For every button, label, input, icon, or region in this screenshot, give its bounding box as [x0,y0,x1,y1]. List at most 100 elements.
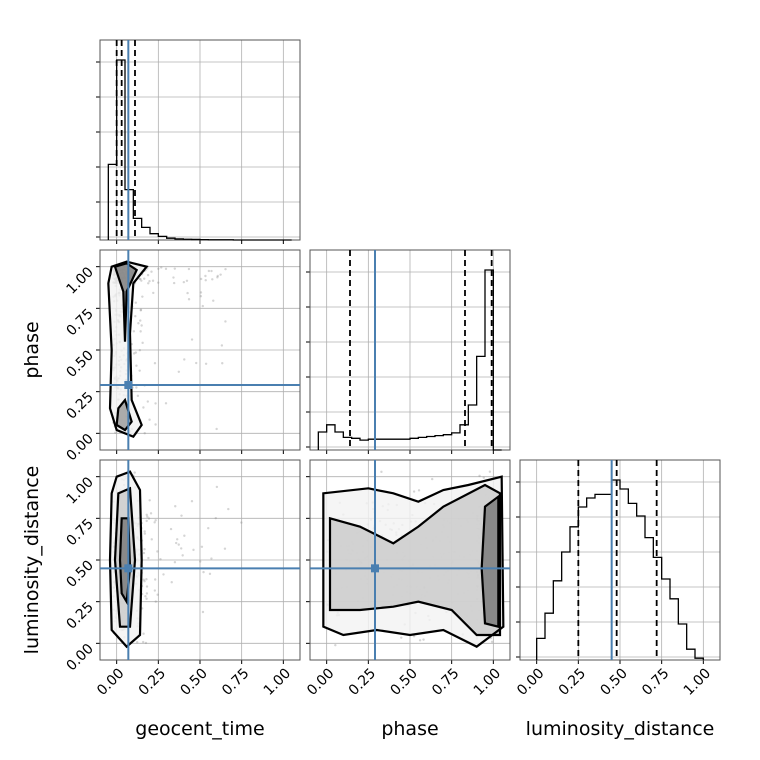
panel-phase_vs_geocent_time: 0.00 0.25 0.50 0.75 1.00 [63,249,301,464]
tick-label-x: 0.00 [94,666,127,699]
sample-point [132,352,136,355]
tick-label-y: 0.50 [63,348,96,381]
sample-point [181,554,184,557]
tick-label-y: 1.00 [63,474,96,507]
sample-point [140,324,143,327]
sample-point [142,406,145,409]
sample-point [135,386,138,389]
sample-point [210,269,213,273]
sample-point [221,362,224,365]
contour-outer [108,470,143,649]
sample-point [201,610,205,614]
sample-point [412,634,416,638]
contour-inner [480,494,500,629]
sample-point [201,304,204,308]
sample-point [216,276,219,279]
tick-label-x: 0.75 [639,666,672,699]
sample-point [153,362,157,365]
sample-point [208,572,212,576]
sample-point [164,267,168,271]
tick-label-x: 0.25 [346,666,379,699]
sample-point [207,269,211,273]
sample-point [145,592,149,595]
sample-point [199,560,202,563]
tick-label-x: 0.25 [136,666,169,699]
hist-panel-phase [306,249,511,454]
sample-point [135,364,138,367]
sample-point [215,427,218,431]
sample-point [199,277,203,281]
tick-label-y: 0.25 [63,599,96,632]
sample-point [172,281,176,285]
sample-point [148,418,151,421]
sample-point [145,519,148,523]
ylabel-phase: phase [21,321,43,378]
hist-panel-geocent_time [96,39,301,244]
contour-middle [328,483,502,637]
panel-frame [99,459,301,661]
sample-point [380,470,383,474]
tick-label-y: 0.00 [63,641,96,674]
sample-point [169,527,173,531]
tick-label-x: 0.50 [177,666,210,699]
sample-point [147,556,150,560]
density-fill-middle [330,485,500,635]
contour-outer [322,475,505,648]
sample-point [202,570,205,574]
xlabel-geocent_time: geocent_time [135,718,264,740]
axis-titles-layer: geocent_time phase luminosity_distance p… [21,321,714,740]
sample-point [177,370,181,373]
sample-point [212,299,215,302]
sample-point [153,521,156,524]
sample-point [204,274,207,278]
sample-point [142,632,145,635]
sample-point [204,278,207,282]
sample-point [422,638,425,641]
sample-point [142,551,146,555]
sample-point [173,267,177,270]
sample-point [134,315,137,318]
sample-point [143,580,146,583]
sample-point [148,499,151,502]
sample-point [139,319,142,322]
sample-point [224,320,227,323]
sample-point [417,489,421,492]
sample-point [148,279,151,283]
sample-point [154,423,157,426]
panel-content [108,470,243,649]
sample-point [160,266,163,269]
sample-point [215,485,219,489]
sample-point [192,548,195,552]
sample-point [141,640,145,644]
panel-frame [99,249,301,451]
sample-point [482,476,485,479]
sample-point [144,595,147,598]
panel-frame [309,459,511,661]
sample-point [157,281,160,284]
sample-point [145,597,148,600]
tick-label-x: 0.50 [597,666,630,699]
sample-point [159,557,162,561]
panel-frame [309,249,511,451]
tick-label-x: 0.75 [429,666,462,699]
sample-point [227,507,230,511]
sample-point [138,349,142,352]
sample-point [141,295,144,298]
tick-label-y: 1.00 [63,264,96,297]
sample-point [149,512,153,515]
tick-label-x: 0.50 [387,666,420,699]
sample-point [173,561,177,564]
sample-point [143,530,146,533]
sample-point [146,515,149,518]
sample-point [139,309,142,312]
sample-point [183,358,186,361]
sample-point [186,291,189,295]
sample-point [153,589,157,592]
sample-point [139,330,142,333]
sample-point [145,585,149,588]
truth-marker [124,564,133,573]
sample-point [156,593,159,596]
tick-label-x: 0.00 [514,666,547,699]
sample-point [214,516,217,520]
sample-point [223,547,227,550]
